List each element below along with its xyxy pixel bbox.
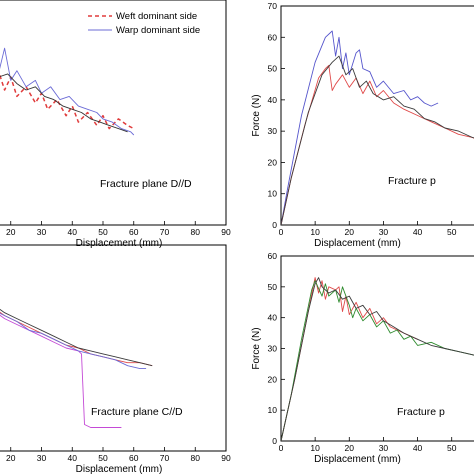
legend: Weft dominant side Warp dominant side [88, 11, 200, 36]
x-axis-title: Displacement (mm) [76, 238, 163, 249]
series-line-3 [0, 308, 153, 367]
y-tick-label: 40 [268, 95, 278, 105]
x-tick-label: 10 [310, 227, 320, 237]
x-tick-label: 40 [413, 443, 423, 453]
x-axis-title: Displacement (mm) [314, 238, 401, 249]
x-tick-label: 90 [221, 227, 231, 237]
y-tick-label: 60 [268, 251, 278, 261]
y-axis-title: Force (N) [251, 327, 262, 369]
y-tick-label: 50 [268, 282, 278, 292]
series-line-1 [0, 314, 122, 428]
series-line-1 [0, 73, 135, 130]
legend-label: Warp dominant side [116, 25, 200, 36]
y-tick-label: 60 [268, 32, 278, 42]
x-tick-label: 50 [98, 453, 108, 463]
x-tick-label: 90 [221, 453, 231, 463]
series-line-2 [281, 64, 474, 225]
x-axis-title: Displacement (mm) [76, 464, 163, 474]
x-tick-label: 20 [6, 227, 16, 237]
x-tick-label: 20 [6, 453, 16, 463]
x-tick-label: 70 [160, 227, 170, 237]
y-tick-label: 10 [268, 405, 278, 415]
chart-panel-top-left: 20 30 40 50 60 70 80 90 Displacement (mm) Fractur… [0, 0, 231, 249]
x-tick-label: 30 [379, 443, 389, 453]
fracture-plane-annotation: Fracture p [388, 175, 436, 187]
x-tick-label: 80 [191, 453, 201, 463]
y-tick-label: 20 [268, 157, 278, 167]
series-line-3 [281, 55, 474, 225]
chart-panel-bottom-right: 0 10 20 30 40 50 0 10 20 30 40 50 60 Displacement (mm… [251, 251, 474, 465]
fracture-plane-annotation: Fracture p [397, 406, 445, 418]
series-line-2 [0, 47, 135, 136]
x-tick-label: 20 [345, 443, 355, 453]
y-tick-label: 50 [268, 64, 278, 74]
x-tick-label: 0 [279, 443, 284, 453]
series-line-2 [0, 311, 153, 367]
series-line-3 [0, 73, 128, 133]
x-tick-label: 80 [191, 227, 201, 237]
y-tick-label: 10 [268, 189, 278, 199]
y-axis-title: Force (N) [251, 94, 262, 136]
series-group [281, 30, 474, 225]
x-tick-label: 10 [310, 443, 320, 453]
x-tick-label: 70 [160, 453, 170, 463]
series-line-3 [281, 277, 474, 441]
y-tick-label: 0 [272, 436, 277, 446]
x-tick-label: 40 [68, 227, 78, 237]
x-tick-label: 50 [447, 443, 457, 453]
series-group [0, 47, 135, 136]
x-tick-label: 20 [345, 227, 355, 237]
fracture-plane-annotation: Fracture plane D//D [100, 178, 192, 190]
x-tick-label: 0 [279, 227, 284, 237]
series-line-2 [281, 280, 474, 441]
x-tick-label: 30 [37, 453, 47, 463]
x-tick-label: 60 [129, 453, 139, 463]
legend-label: Weft dominant side [116, 11, 197, 22]
x-tick-label: 40 [413, 227, 423, 237]
x-tick-label: 50 [447, 227, 457, 237]
x-tick-label: 30 [379, 227, 389, 237]
y-tick-label: 40 [268, 313, 278, 323]
series-group [0, 308, 153, 428]
fracture-plane-annotation: Fracture plane C//D [91, 406, 183, 418]
y-tick-label: 0 [272, 220, 277, 230]
y-tick-label: 20 [268, 374, 278, 384]
series-line-1 [281, 30, 439, 225]
y-tick-label: 30 [268, 344, 278, 354]
x-tick-label: 30 [37, 227, 47, 237]
chart-panel-bottom-left: 20 30 40 50 60 70 80 90 Displacement (mm) Fractur… [0, 244, 231, 474]
x-tick-label: 40 [68, 453, 78, 463]
x-tick-label: 50 [98, 227, 108, 237]
plot-frame [0, 244, 227, 452]
series-line-4 [0, 312, 147, 370]
chart-panel-top-right: 0 10 20 30 40 50 0 10 20 30 40 50 60 70 Displacement (… [251, 1, 474, 249]
series-group [281, 277, 474, 441]
y-tick-label: 30 [268, 126, 278, 136]
plot-frame [280, 5, 474, 226]
x-tick-label: 60 [129, 227, 139, 237]
x-axis-title: Displacement (mm) [314, 454, 401, 465]
y-tick-label: 70 [268, 1, 278, 11]
